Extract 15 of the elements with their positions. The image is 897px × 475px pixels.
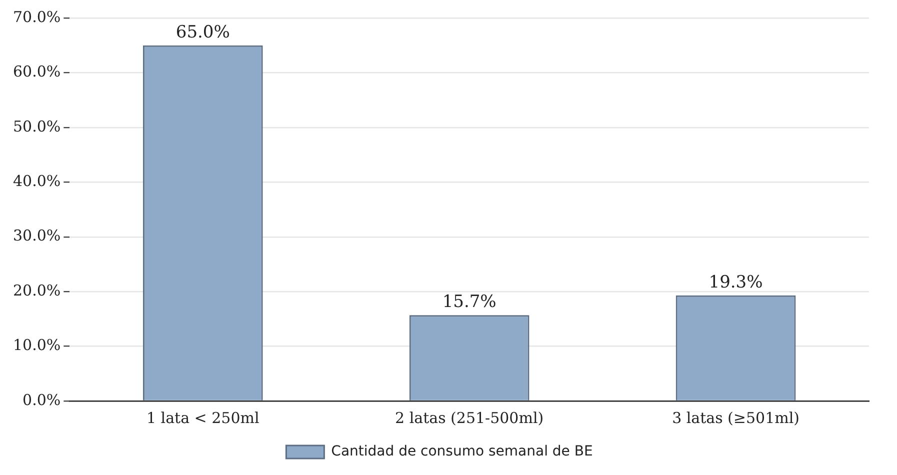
data-label: 65.0% (176, 22, 230, 42)
data-label: 15.7% (442, 292, 496, 312)
y-tick-label: 70.0% (12, 8, 61, 26)
x-tick-label: 1 lata < 250ml (146, 408, 260, 427)
y-tick-label: 30.0% (12, 226, 61, 245)
legend-label: Cantidad de consumo semanal de BE (331, 444, 593, 460)
y-tick-label: 10.0% (12, 336, 61, 354)
y-tick-label: 50.0% (12, 117, 61, 136)
y-tick-label: 0.0% (22, 390, 61, 409)
x-tick-label: 3 latas (≥501ml) (672, 408, 800, 427)
y-tick-label: 20.0% (12, 281, 61, 300)
y-tick-label: 40.0% (12, 172, 61, 190)
x-tick-label: 2 latas (251-500ml) (395, 408, 544, 427)
y-tick-label: 60.0% (12, 62, 61, 81)
data-label: 19.3% (708, 272, 763, 292)
